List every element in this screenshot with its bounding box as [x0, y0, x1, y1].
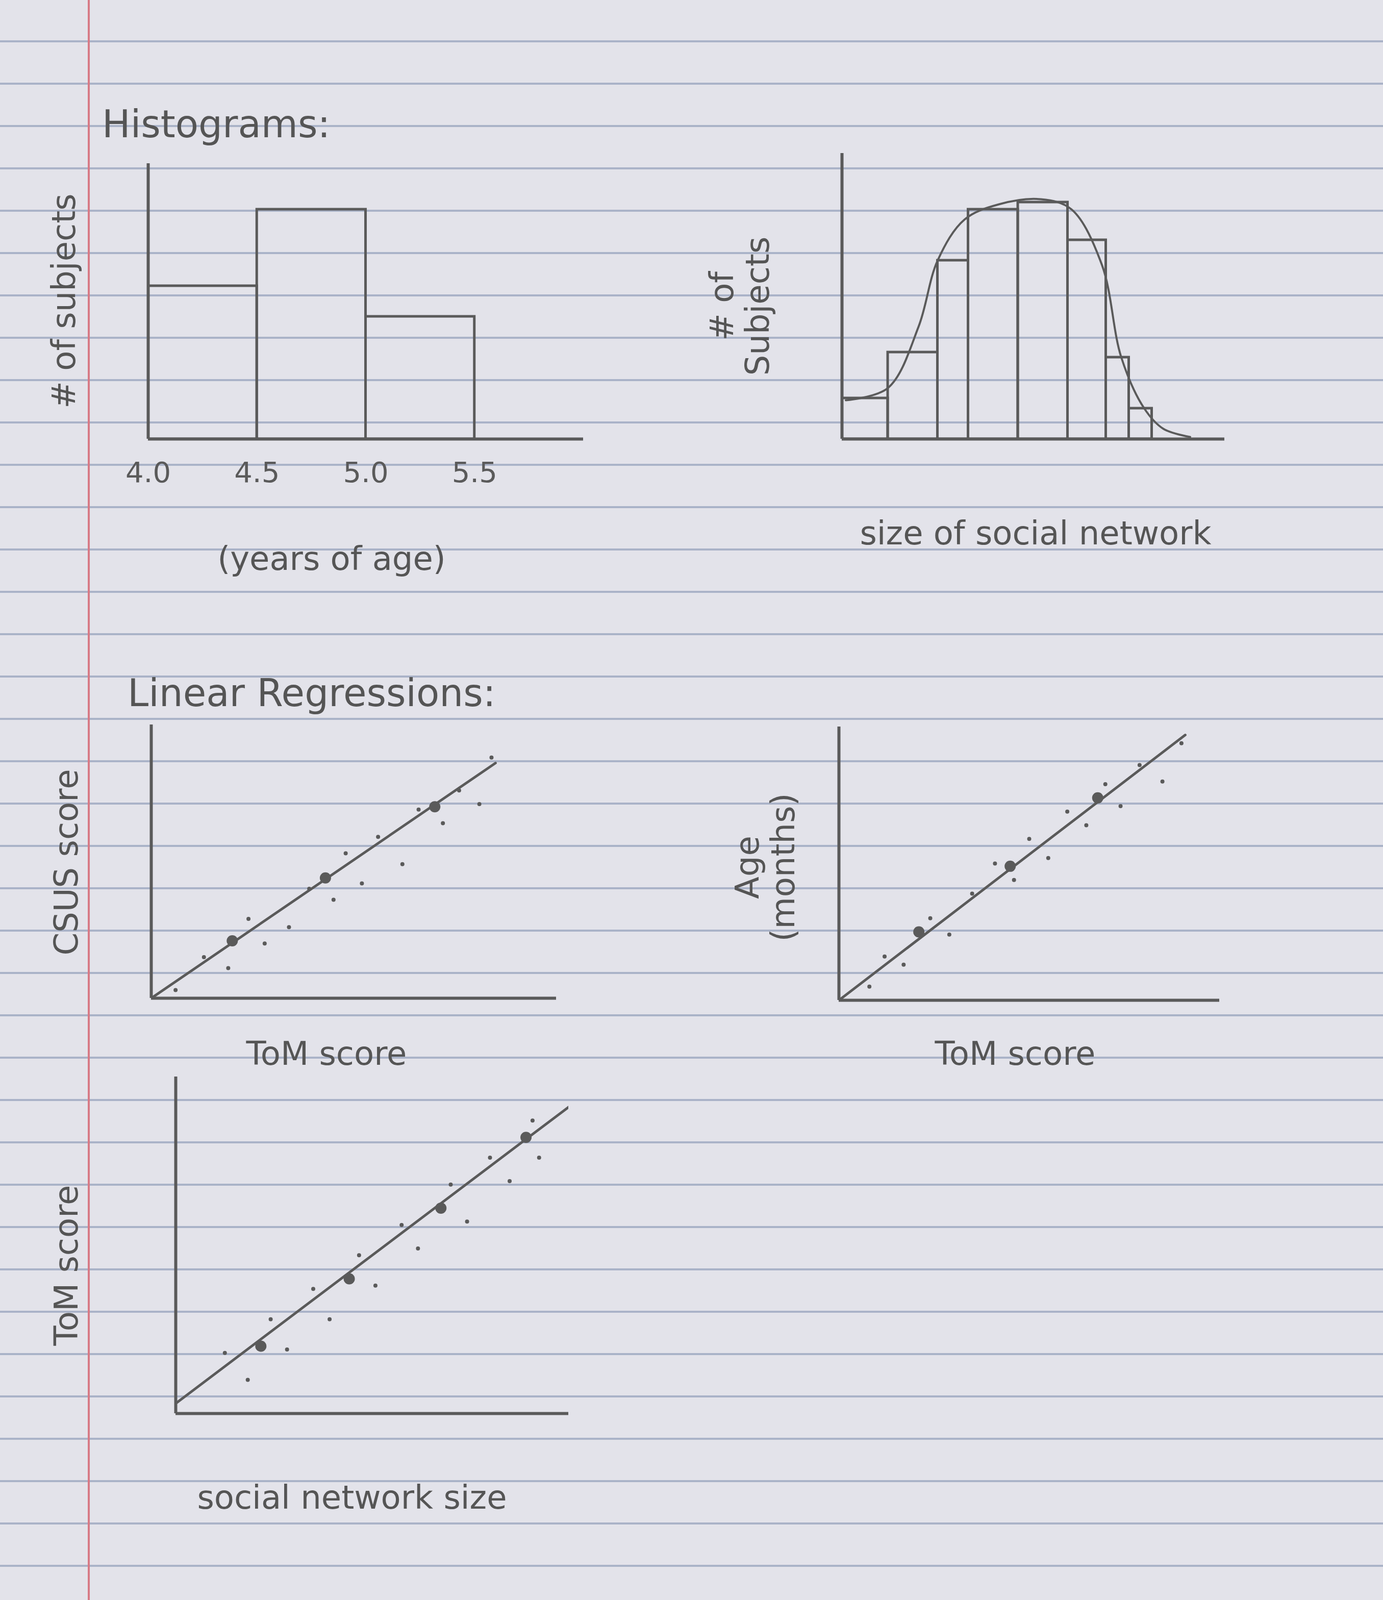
svg-text:4.0: 4.0 — [125, 455, 171, 489]
html-text:# of subjects: # of subjects — [44, 193, 83, 409]
html-text:Age (months): Age (months) — [728, 793, 802, 942]
html-text:social network size: social network size — [197, 1478, 507, 1517]
html-text:ToM score: ToM score — [246, 1034, 407, 1073]
svg-text:4.5: 4.5 — [234, 455, 280, 489]
html-text:ToM score: ToM score — [47, 1184, 86, 1346]
html-text:size of social network: size of social network — [859, 514, 1212, 552]
html-text:Linear Regressions:: Linear Regressions: — [127, 670, 496, 715]
html-text:# of Subjects: # of Subjects — [702, 236, 777, 376]
html-text:ToM score: ToM score — [934, 1034, 1096, 1073]
html-text:Histograms:: Histograms: — [102, 102, 331, 146]
svg-text:5.5: 5.5 — [451, 455, 498, 489]
svg-text:5.0: 5.0 — [342, 455, 389, 489]
html-text:(years of age): (years of age) — [217, 539, 446, 578]
html-text:CSUS score: CSUS score — [47, 769, 86, 956]
